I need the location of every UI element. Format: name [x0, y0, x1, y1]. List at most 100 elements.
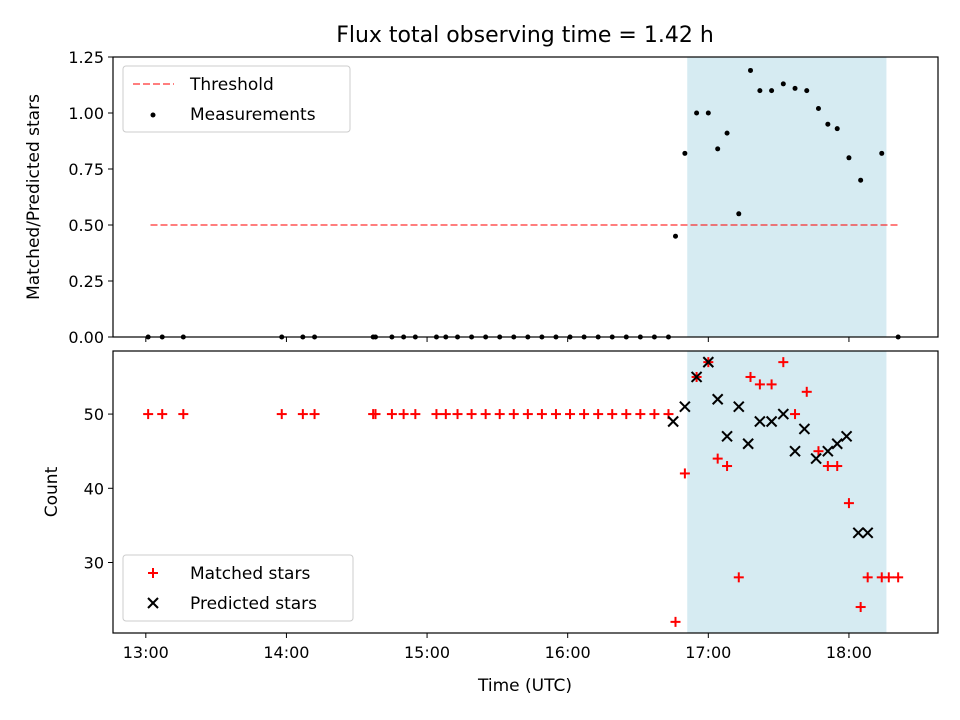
- predicted-stars-point: [667, 415, 679, 428]
- bottom-legend-box: [122, 554, 354, 622]
- matched-stars-point: [452, 409, 463, 420]
- matched-stars-point: [370, 409, 381, 420]
- x-tick-label: 14:00: [263, 643, 309, 662]
- x-axis-label: Time (UTC): [477, 676, 572, 696]
- top-y-tick-label: 0.00: [68, 328, 104, 347]
- matched-stars-point: [276, 409, 287, 420]
- measurement-point: [792, 85, 798, 91]
- matched-stars-point: [649, 409, 660, 420]
- bottom-legend: Matched stars Predicted stars: [122, 554, 354, 622]
- measurement-point: [804, 88, 810, 94]
- measurement-point: [736, 211, 742, 217]
- bottom-y-tick-label: 30: [84, 554, 104, 573]
- matched-stars-point: [565, 409, 576, 420]
- top-legend: Threshold Measurements: [122, 65, 351, 133]
- predicted-stars-point: [711, 393, 724, 405]
- measurement-point: [879, 150, 885, 156]
- measurement-point: [769, 88, 775, 94]
- measurement-point: [757, 88, 763, 94]
- matched-stars-point: [733, 572, 744, 583]
- predicted-stars-point: [822, 445, 834, 457]
- matched-stars-point: [855, 602, 866, 613]
- matched-stars-point: [813, 446, 824, 457]
- top-y-tick-label: 0.25: [68, 272, 104, 291]
- legend-matched-swatch: [148, 568, 158, 578]
- bottom-y-tick-label: 50: [84, 405, 104, 424]
- bottom-y-tick-label: 40: [84, 479, 104, 498]
- bottom-plot-frame: [112, 350, 939, 634]
- matched-stars-point: [178, 409, 189, 420]
- legend-measurements-swatch: [150, 112, 156, 118]
- matched-stars-point: [494, 409, 505, 420]
- x-tick-label: 16:00: [545, 643, 591, 662]
- predicted-stars-point: [754, 415, 766, 428]
- predicted-stars-point: [831, 438, 843, 450]
- predicted-stars-point: [861, 527, 874, 539]
- legend-measurements-label: Measurements: [190, 105, 316, 125]
- predicted-stars-point: [690, 371, 703, 383]
- bottom-y-ticks: 30 40 50: [84, 405, 113, 573]
- matched-stars-point: [893, 572, 904, 583]
- legend-predicted-swatch: [147, 597, 159, 609]
- predicted-stars-point: [789, 445, 801, 457]
- matched-stars-point: [778, 357, 789, 368]
- predicted-stars-point: [679, 400, 691, 413]
- matched-stars-point: [143, 409, 154, 420]
- matched-stars-point: [822, 461, 833, 472]
- matched-stars-point: [522, 409, 533, 420]
- matched-stars-point: [550, 409, 561, 420]
- x-tick-label: 13:00: [123, 643, 169, 662]
- top-y-tick-label: 0.50: [68, 216, 104, 235]
- matched-stars-point: [712, 453, 723, 464]
- legend-predicted-marker: [147, 597, 159, 609]
- top-highlight-span: [687, 57, 887, 337]
- matched-stars-point: [440, 409, 451, 420]
- top-y-tick-label: 0.75: [68, 160, 104, 179]
- matched-stars-point: [635, 409, 646, 420]
- matched-stars-point: [480, 409, 491, 420]
- matched-stars-point: [398, 409, 409, 420]
- x-tick-label: 18:00: [826, 643, 872, 662]
- top-y-tick-label: 1.25: [68, 48, 104, 67]
- matched-stars-point: [670, 616, 681, 627]
- top-y-ticks: 0.00 0.25 0.50 0.75 1.00 1.25: [68, 48, 113, 347]
- chart-title: Flux total observing time = 1.42 h: [336, 23, 714, 48]
- measurement-point: [834, 126, 840, 132]
- predicted-stars-point: [765, 415, 778, 428]
- matched-stars-point: [508, 409, 519, 420]
- x-tick-label: 17:00: [685, 643, 731, 662]
- legend-matched-label: Matched stars: [190, 564, 310, 584]
- matched-stars-point: [157, 409, 168, 420]
- matched-stars-point: [883, 572, 894, 583]
- matched-stars-point: [843, 498, 854, 509]
- legend-matched-marker: [148, 568, 158, 578]
- measurement-point: [705, 110, 711, 116]
- legend-threshold-label: Threshold: [189, 75, 274, 95]
- bottom-x-ticks: 13:00 14:00 15:00 16:00 17:00 18:00: [123, 633, 872, 662]
- matched-stars-point: [862, 572, 873, 583]
- matched-stars-point: [579, 409, 590, 420]
- matched-stars-point: [607, 409, 618, 420]
- bottom-highlight-span: [687, 351, 887, 633]
- predicted-stars-point: [721, 430, 733, 443]
- bottom-highlight-layer: [687, 351, 887, 633]
- matched-stars-point: [754, 379, 765, 390]
- predicted-stars-point: [777, 408, 790, 420]
- measurement-point: [846, 155, 852, 161]
- legend-predicted-label: Predicted stars: [190, 594, 317, 614]
- measurement-point: [694, 110, 700, 116]
- matched-stars-point: [309, 409, 320, 420]
- matched-stars-point: [431, 409, 442, 420]
- bottom-panel: 13:00 14:00 15:00 16:00 17:00 18:00 30 40 50 Co…: [42, 350, 939, 696]
- measurement-point: [858, 177, 864, 183]
- top-legend-box: [122, 65, 351, 133]
- matched-stars-point: [536, 409, 547, 420]
- predicted-stars-point: [852, 527, 865, 539]
- matched-stars-point: [790, 409, 801, 420]
- top-x-ticks: [145, 337, 850, 342]
- measurement-point: [724, 130, 730, 136]
- matched-stars-point: [801, 386, 812, 397]
- measurement-point: [780, 81, 786, 87]
- counts-layer: [143, 356, 904, 627]
